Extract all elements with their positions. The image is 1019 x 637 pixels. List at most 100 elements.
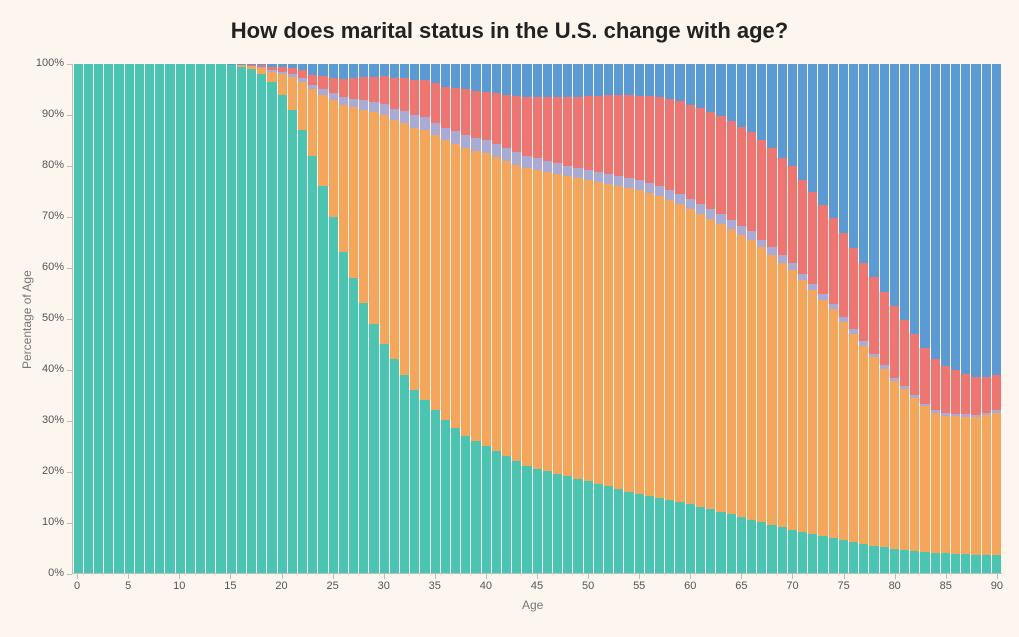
bar-segment-married <box>951 416 960 553</box>
bar-segment-never_married <box>278 95 287 573</box>
bar-segment-widowed <box>992 64 1001 374</box>
bar-segment-widowed <box>624 64 633 95</box>
bar-segment-never_married <box>849 542 858 573</box>
bar-column <box>808 64 818 573</box>
bar-segment-widowed <box>910 64 919 334</box>
bar-segment-never_married <box>604 486 613 573</box>
plot-area <box>72 64 1002 574</box>
bar-segment-widowed <box>839 64 848 232</box>
bar-segment-divorced <box>359 77 368 100</box>
y-tick-mark <box>67 523 72 524</box>
bar-segment-never_married <box>665 500 674 573</box>
bar-segment-never_married <box>951 554 960 573</box>
bar-column <box>950 64 960 573</box>
bar-segment-divorced <box>441 87 450 128</box>
x-tick-mark <box>537 574 538 579</box>
bar-segment-widowed <box>614 64 623 95</box>
bar-segment-widowed <box>757 64 766 140</box>
bar-segment-never_married <box>716 512 725 573</box>
bar-column <box>461 64 471 573</box>
bar-segment-married <box>767 255 776 525</box>
bar-segment-divorced <box>400 78 409 111</box>
bar-segment-married <box>757 247 766 522</box>
bar-segment-divorced <box>798 180 807 274</box>
y-tick-label: 90% <box>42 108 64 120</box>
bar-segment-widowed <box>522 64 531 97</box>
bar-segment-divorced <box>675 101 684 194</box>
bar-segment-never_married <box>390 359 399 573</box>
y-tick-mark <box>67 115 72 116</box>
bar-segment-divorced <box>665 99 674 191</box>
bar-column <box>236 64 246 573</box>
bar-column <box>940 64 950 573</box>
bar-column <box>420 64 430 573</box>
bar-column <box>920 64 930 573</box>
bar-segment-widowed <box>900 64 909 320</box>
bar-segment-widowed <box>706 64 715 112</box>
bar-segment-never_married <box>645 496 654 573</box>
bar-column <box>124 64 134 573</box>
bar-segment-never_married <box>788 530 797 573</box>
bar-segment-never_married <box>441 420 450 573</box>
bar-column <box>899 64 909 573</box>
bar-segment-widowed <box>696 64 705 108</box>
bar-segment-widowed <box>563 64 572 97</box>
bar-segment-divorced <box>910 334 919 395</box>
bar-column <box>430 64 440 573</box>
bar-segment-widowed <box>951 64 960 370</box>
bar-column <box>818 64 828 573</box>
bar-segment-divorced <box>900 320 909 386</box>
bar-segment-separated <box>400 111 409 123</box>
bar-column <box>604 64 614 573</box>
bar-segment-never_married <box>104 64 113 573</box>
bar-column <box>379 64 389 573</box>
bar-segment-never_married <box>890 549 899 573</box>
bar-segment-separated <box>594 172 603 182</box>
bar-segment-widowed <box>502 64 511 95</box>
bar-segment-widowed <box>920 64 929 348</box>
bar-segment-divorced <box>706 112 715 209</box>
bar-segment-divorced <box>931 359 940 410</box>
bar-segment-never_married <box>869 546 878 573</box>
bar-segment-widowed <box>931 64 940 359</box>
bar-column <box>767 64 777 573</box>
bar-segment-widowed <box>431 64 440 83</box>
bar-segment-never_married <box>227 65 236 573</box>
bar-segment-married <box>829 309 838 538</box>
bar-segment-separated <box>563 166 572 176</box>
bar-segment-never_married <box>696 507 705 573</box>
bar-segment-never_married <box>584 481 593 573</box>
bar-segment-never_married <box>737 517 746 573</box>
bar-segment-married <box>543 172 552 471</box>
bar-segment-separated <box>604 174 613 184</box>
x-tick-label: 65 <box>729 580 753 592</box>
bar-segment-never_married <box>329 217 338 573</box>
y-tick-label: 80% <box>42 159 64 171</box>
bar-segment-married <box>675 204 684 502</box>
bar-segment-divorced <box>318 76 327 89</box>
bar-segment-widowed <box>645 64 654 96</box>
bar-segment-divorced <box>971 377 980 415</box>
y-tick-label: 100% <box>36 57 64 69</box>
bar-column <box>563 64 573 573</box>
y-tick-mark <box>67 574 72 575</box>
bar-segment-divorced <box>747 132 756 231</box>
bar-segment-married <box>880 369 889 547</box>
bar-column <box>542 64 552 573</box>
bar-segment-never_married <box>247 69 256 573</box>
bar-segment-married <box>278 74 287 94</box>
bar-segment-never_married <box>982 555 991 573</box>
chart-title: How does marital status in the U.S. chan… <box>0 18 1019 44</box>
bar-segment-divorced <box>573 97 582 168</box>
bar-segment-widowed <box>573 64 582 97</box>
bar-segment-divorced <box>522 97 531 156</box>
bar-segment-married <box>778 263 787 528</box>
bar-segment-never_married <box>829 538 838 573</box>
bar-segment-never_married <box>380 344 389 573</box>
bar-segment-divorced <box>614 95 623 176</box>
bar-segment-widowed <box>441 64 450 87</box>
bar-segment-widowed <box>635 64 644 96</box>
bar-segment-divorced <box>788 166 797 263</box>
bar-segment-widowed <box>482 64 491 91</box>
bar-segment-widowed <box>686 64 695 105</box>
